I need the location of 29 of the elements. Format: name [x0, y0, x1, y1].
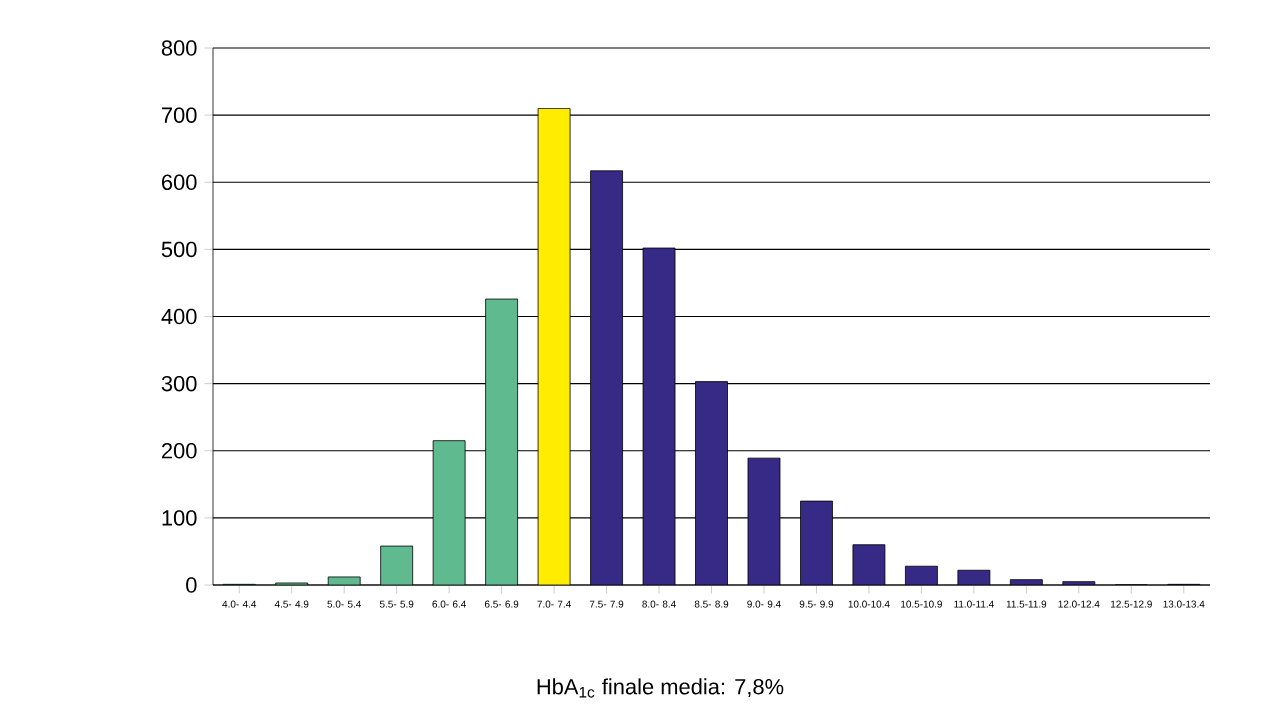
x-tick-label: 10.0-10.4 — [848, 600, 890, 608]
y-tick-label: 300 — [161, 375, 197, 392]
x-tick-label: 12.0-12.4 — [1058, 600, 1100, 608]
x-tick-label: 4.5- 4.9 — [274, 600, 309, 608]
y-tick-label: 700 — [162, 107, 197, 123]
y-tick-label: 0 — [186, 577, 197, 593]
x-tick-label: 5.0- 5.4 — [327, 600, 362, 608]
x-tick-label: 8.0- 8.4 — [642, 600, 676, 608]
x-tick-label: 12.5-12.9 — [1111, 600, 1152, 608]
x-tick-label: 5.5- 5.9 — [379, 600, 414, 608]
x-tick-label: 7.5- 7.9 — [589, 600, 624, 608]
x-tick-label: 11.5-11.9 — [1006, 600, 1047, 608]
x-tick-label: 11.0-11.4 — [954, 600, 994, 608]
y-tick-label: 500 — [161, 241, 197, 258]
text: HbA$_{1c}$ finale media: 7,8% — [537, 678, 784, 698]
y-tick-label: 600 — [162, 174, 197, 191]
x-tick-label: 4.0- 4.4 — [222, 600, 257, 608]
x-tick-label: 9.0- 9.4 — [747, 600, 781, 608]
x-tick-label: 13.0-13.4 — [1163, 600, 1205, 608]
x-tick-label: 6.5- 6.9 — [484, 600, 519, 608]
y-tick-label: 100 — [162, 510, 197, 526]
x-tick-label: 10.5-10.9 — [901, 600, 942, 608]
y-tick-label: 200 — [161, 443, 197, 459]
x-tick-label: 7.0- 7.4 — [537, 600, 571, 608]
x-tick-label: 6.0- 6.4 — [432, 600, 467, 608]
y-tick-label: 800 — [161, 40, 197, 56]
y-tick-label: 400 — [161, 308, 197, 325]
x-tick-label: 9.5- 9.9 — [799, 600, 834, 608]
x-tick-label: 8.5- 8.9 — [694, 600, 729, 608]
